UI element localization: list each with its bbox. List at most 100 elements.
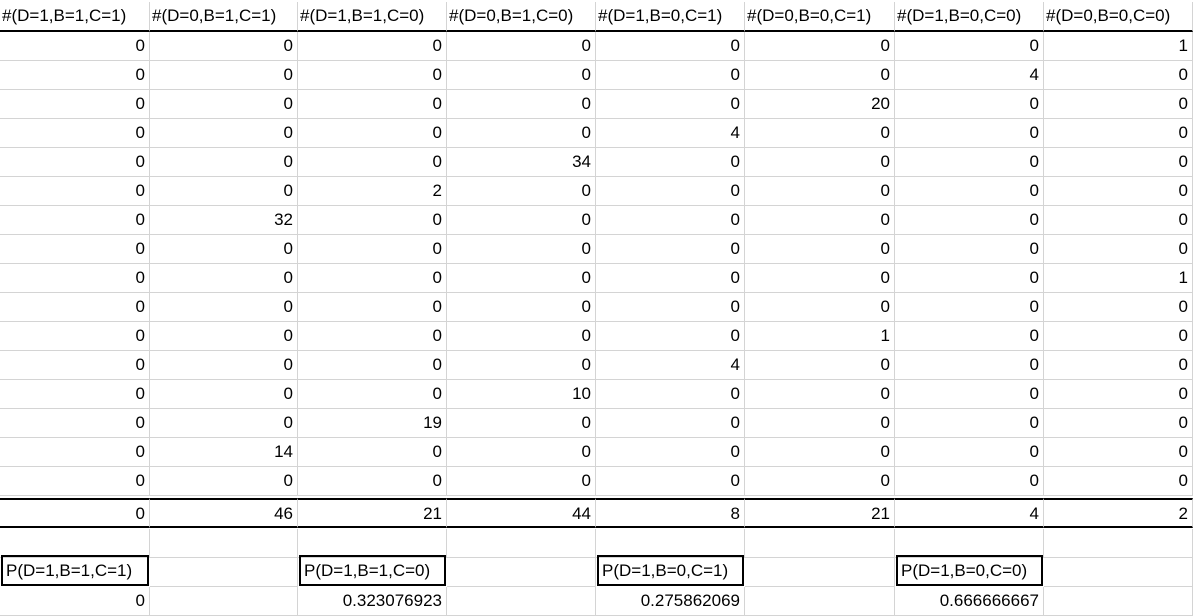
table-cell[interactable]: 20 [745,90,895,119]
table-cell[interactable]: 0 [298,90,447,119]
table-cell[interactable]: 0 [596,32,745,61]
empty-cell[interactable] [447,558,596,587]
table-cell[interactable]: 0 [596,264,745,293]
table-cell[interactable]: 0 [298,380,447,409]
table-cell[interactable]: 0 [1044,177,1193,206]
table-cell[interactable]: 0 [150,409,298,438]
table-cell[interactable]: 0 [150,293,298,322]
table-cell[interactable]: 14 [150,438,298,467]
table-cell[interactable]: 0 [745,61,895,90]
probability-label[interactable]: P(D=1,B=1,C=0) [299,555,446,586]
table-cell[interactable]: 0 [298,264,447,293]
table-cell[interactable]: 0 [0,90,150,119]
empty-cell[interactable] [1044,587,1193,616]
table-cell[interactable]: 0 [447,90,596,119]
table-cell[interactable]: 0 [745,438,895,467]
table-cell[interactable]: 0 [745,119,895,148]
probability-label[interactable]: P(D=1,B=0,C=1) [597,555,744,586]
table-cell[interactable]: 0 [745,351,895,380]
empty-cell[interactable] [150,529,298,558]
table-cell[interactable]: 0 [150,467,298,496]
table-cell[interactable]: 0 [1044,90,1193,119]
table-cell[interactable]: 0 [895,32,1044,61]
column-header[interactable]: #(D=1,B=1,C=0) [298,2,447,32]
table-cell[interactable]: 32 [150,206,298,235]
table-cell[interactable]: 0 [1044,467,1193,496]
table-cell[interactable]: 0 [150,32,298,61]
table-cell[interactable]: 0 [150,322,298,351]
table-cell[interactable]: 1 [1044,264,1193,293]
table-cell[interactable]: 0 [447,409,596,438]
table-cell[interactable]: 0 [745,264,895,293]
probability-value[interactable]: 0.275862069 [596,587,745,616]
table-cell[interactable]: 0 [0,467,150,496]
empty-cell[interactable] [745,529,895,558]
table-cell[interactable]: 0 [596,409,745,438]
empty-cell[interactable] [0,529,150,558]
table-cell[interactable]: 0 [895,322,1044,351]
table-cell[interactable]: 0 [0,61,150,90]
table-cell[interactable]: 0 [0,119,150,148]
table-cell[interactable]: 0 [745,467,895,496]
table-cell[interactable]: 0 [150,119,298,148]
total-cell[interactable]: 8 [596,498,745,528]
table-cell[interactable]: 0 [150,90,298,119]
table-cell[interactable]: 0 [895,90,1044,119]
table-cell[interactable]: 0 [447,467,596,496]
table-cell[interactable]: 0 [447,119,596,148]
table-cell[interactable]: 0 [895,380,1044,409]
table-cell[interactable]: 0 [447,293,596,322]
column-header[interactable]: #(D=0,B=1,C=1) [150,2,298,32]
table-cell[interactable]: 0 [596,438,745,467]
table-cell[interactable]: 0 [0,148,150,177]
table-cell[interactable]: 0 [596,177,745,206]
table-cell[interactable]: 0 [0,322,150,351]
total-cell[interactable]: 21 [745,498,895,528]
table-cell[interactable]: 0 [298,467,447,496]
total-cell[interactable]: 44 [447,498,596,528]
probability-label[interactable]: P(D=1,B=1,C=1) [1,555,149,586]
table-cell[interactable]: 0 [895,206,1044,235]
table-cell[interactable]: 0 [895,409,1044,438]
table-cell[interactable]: 34 [447,148,596,177]
table-cell[interactable]: 0 [150,177,298,206]
table-cell[interactable]: 0 [596,206,745,235]
table-cell[interactable]: 0 [298,61,447,90]
probability-value[interactable]: 0 [0,587,150,616]
empty-cell[interactable] [895,529,1044,558]
table-cell[interactable]: 0 [447,177,596,206]
table-cell[interactable]: 0 [895,119,1044,148]
table-cell[interactable]: 0 [895,438,1044,467]
table-cell[interactable]: 0 [596,322,745,351]
total-cell[interactable]: 0 [0,498,150,528]
table-cell[interactable]: 0 [1044,409,1193,438]
table-cell[interactable]: 0 [1044,206,1193,235]
table-cell[interactable]: 0 [596,467,745,496]
table-cell[interactable]: 0 [1044,380,1193,409]
table-cell[interactable]: 0 [895,467,1044,496]
table-cell[interactable]: 0 [298,148,447,177]
table-cell[interactable]: 0 [596,148,745,177]
table-cell[interactable]: 0 [447,206,596,235]
table-cell[interactable]: 0 [745,235,895,264]
table-cell[interactable]: 0 [150,351,298,380]
table-cell[interactable]: 0 [298,438,447,467]
table-cell[interactable]: 4 [596,119,745,148]
empty-cell[interactable] [1044,558,1193,587]
table-cell[interactable]: 0 [150,235,298,264]
column-header[interactable]: #(D=1,B=0,C=0) [895,2,1044,32]
empty-cell[interactable] [447,529,596,558]
table-cell[interactable]: 0 [596,61,745,90]
probability-label[interactable]: P(D=1,B=0,C=0) [896,555,1043,586]
table-cell[interactable]: 0 [1044,351,1193,380]
table-cell[interactable]: 0 [0,235,150,264]
table-cell[interactable]: 0 [447,322,596,351]
table-cell[interactable]: 0 [1044,61,1193,90]
table-cell[interactable]: 0 [0,409,150,438]
table-cell[interactable]: 0 [0,351,150,380]
column-header[interactable]: #(D=0,B=0,C=0) [1044,2,1193,32]
table-cell[interactable]: 0 [895,351,1044,380]
table-cell[interactable]: 0 [298,119,447,148]
column-header[interactable]: #(D=0,B=1,C=0) [447,2,596,32]
table-cell[interactable]: 4 [596,351,745,380]
